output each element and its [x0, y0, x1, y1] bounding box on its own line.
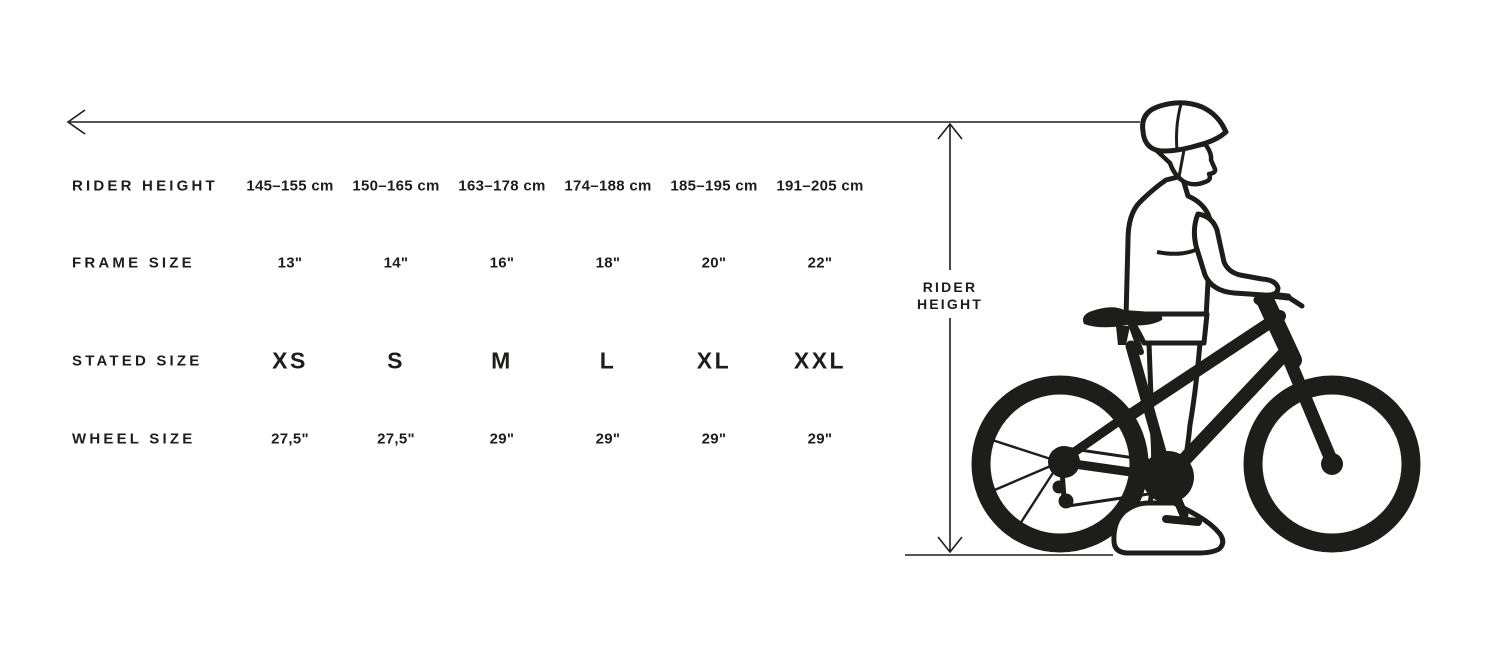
table-cell: XL — [696, 347, 732, 374]
table-row-rider-height: RIDER HEIGHT 145–155 cm 150–165 cm 163–1… — [72, 170, 884, 202]
table-cell: S — [387, 347, 405, 374]
table-cell: 20" — [701, 254, 727, 272]
saddle — [1083, 307, 1163, 328]
table-row-frame-size: FRAME SIZE 13" 14" 16" 18" 20" 22" — [72, 247, 884, 279]
top-width-arrow-icon — [66, 109, 1140, 135]
table-row-stated-size: STATED SIZE XS S M L XL XXL — [72, 341, 884, 381]
table-row-wheel-size: WHEEL SIZE 27,5" 27,5" 29" 29" 29" 29" — [72, 423, 884, 455]
row-label-wheel-size: WHEEL SIZE — [72, 430, 196, 448]
table-cell: 27,5" — [271, 430, 309, 448]
rider-height-arrow-icon — [937, 122, 963, 554]
table-cell: M — [491, 347, 513, 374]
row-label-stated-size: STATED SIZE — [72, 352, 203, 370]
table-cell: 29" — [701, 430, 727, 448]
row-label-rider-height: RIDER HEIGHT — [72, 177, 218, 195]
rider-height-measure-label-line2: HEIGHT — [917, 296, 983, 312]
rider-shoe — [1111, 500, 1226, 556]
table-cell: 13" — [277, 254, 303, 272]
rider-arm — [1191, 211, 1281, 298]
rider-helmet — [1140, 100, 1229, 154]
table-cell: 27,5" — [377, 430, 415, 448]
table-cell: 174–188 cm — [564, 177, 652, 195]
table-cell: 185–195 cm — [670, 177, 758, 195]
table-cell: 150–165 cm — [352, 177, 440, 195]
table-cell: 163–178 cm — [458, 177, 546, 195]
table-cell: L — [599, 347, 617, 374]
table-cell: 22" — [807, 254, 833, 272]
table-cell: 191–205 cm — [776, 177, 864, 195]
table-cell: XS — [272, 347, 308, 374]
table-cell: 14" — [383, 254, 409, 272]
table-cell: 18" — [595, 254, 621, 272]
table-cell: 29" — [595, 430, 621, 448]
table-cell: 29" — [489, 430, 515, 448]
table-cell: 16" — [489, 254, 515, 272]
row-label-frame-size: FRAME SIZE — [72, 254, 195, 272]
table-cell: XXL — [793, 347, 847, 374]
table-cell: 145–155 cm — [246, 177, 334, 195]
table-cell: 29" — [807, 430, 833, 448]
rider-height-measure-label-line1: RIDER — [923, 279, 978, 295]
